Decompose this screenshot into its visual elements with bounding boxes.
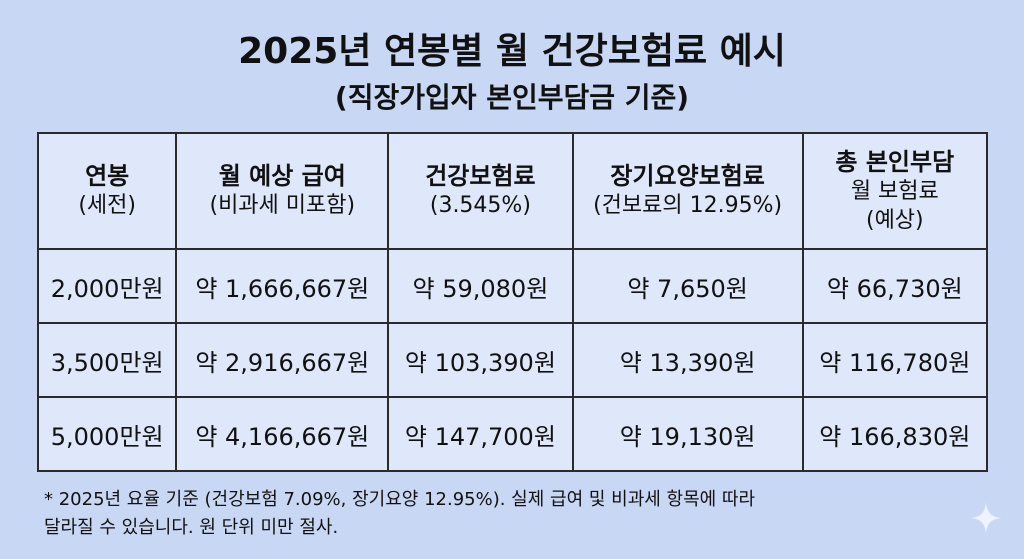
header-line: 건강보험료 <box>425 162 536 190</box>
table-cell: 5,000만원 <box>36 396 178 472</box>
header-line: (건보료의 12.95%) <box>593 193 783 218</box>
column-header: 장기요양보험료 (건보료의 12.95%) <box>571 132 804 250</box>
footnote: * 2025년 요율 기준 (건강보험 7.09%, 장기요양 12.95%).… <box>44 486 755 542</box>
table-row: 5,000만원 약 4,166,667원 약 147,700원 약 19,130원 약 … <box>36 396 989 472</box>
table-cell: 약 1,666,667원 <box>175 248 390 324</box>
table-cell: 약 2,916,667원 <box>175 322 390 398</box>
header-line: 월 예상 급여 <box>218 162 346 190</box>
footnote-line: * 2025년 요율 기준 (건강보험 7.09%, 장기요양 12.95%).… <box>44 489 756 510</box>
table-cell: 약 59,080원 <box>387 248 574 324</box>
header-line: 장기요양보험료 <box>610 162 765 190</box>
header-line: (비과세 미포함) <box>209 193 356 218</box>
table-cell: 약 19,130원 <box>571 396 804 472</box>
table-cell: 약 13,390원 <box>571 322 804 398</box>
table-cell: 약 116,780원 <box>801 322 989 398</box>
header-line: (세전) <box>78 193 136 218</box>
table-body: 2,000만원 약 1,666,667원 약 59,080원 약 7,650원 약 66… <box>36 248 989 472</box>
header-line: 월 보험료 <box>850 178 939 204</box>
column-header: 총 본인부담 월 보험료 (예상) <box>801 132 989 250</box>
table-row: 3,500만원 약 2,916,667원 약 103,390원 약 13,390원 약 … <box>36 322 989 398</box>
title: 2025년 연봉별 월 건강보험료 예시 <box>238 31 786 72</box>
subtitle: (직장가입자 본인부담금 기준) <box>334 81 690 114</box>
table-cell: 3,500만원 <box>36 322 178 398</box>
header-line: (3.545%) <box>429 193 531 218</box>
header-row: 연봉 (세전) 월 예상 급여 (비과세 미포함) 건강보험료 (3.545%) 장기요양보… <box>36 132 989 250</box>
column-header: 연봉 (세전) <box>36 132 178 250</box>
header-line: (예상) <box>865 207 924 233</box>
column-header: 월 예상 급여 (비과세 미포함) <box>175 132 390 250</box>
table-cell: 약 166,830원 <box>801 396 989 472</box>
table-cell: 약 103,390원 <box>387 322 574 398</box>
table-cell: 약 4,166,667원 <box>175 396 390 472</box>
header-line: 연봉 <box>85 162 130 190</box>
header-line: 총 본인부담 <box>835 147 955 176</box>
column-header: 건강보험료 (3.545%) <box>387 132 574 250</box>
table-cell: 약 7,650원 <box>571 248 804 324</box>
sparkle-icon <box>970 502 1002 534</box>
table-cell: 약 147,700원 <box>387 396 574 472</box>
table-cell: 2,000만원 <box>36 248 178 324</box>
table-row: 2,000만원 약 1,666,667원 약 59,080원 약 7,650원 약 66… <box>36 248 989 324</box>
footnote-line: 달라질 수 있습니다. 원 단위 미만 절사. <box>44 517 339 538</box>
table-cell: 약 66,730원 <box>801 248 989 324</box>
premium-table: 연봉 (세전) 월 예상 급여 (비과세 미포함) 건강보험료 (3.545%) 장기요양보… <box>36 132 989 472</box>
